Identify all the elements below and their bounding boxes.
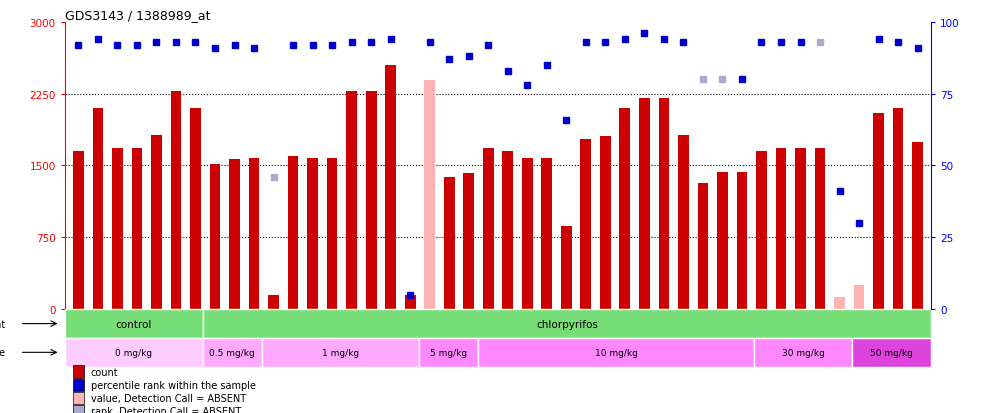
Bar [262, 338, 419, 367]
Bar [892, 109, 903, 309]
Bar [581, 139, 592, 309]
Bar [717, 173, 728, 309]
Bar [74, 366, 84, 378]
Bar [754, 338, 853, 367]
Bar [74, 405, 84, 413]
Text: GDS3143 / 1388989_at: GDS3143 / 1388989_at [65, 9, 210, 21]
Bar [93, 109, 104, 309]
Bar [561, 226, 572, 309]
Bar [151, 135, 161, 309]
Bar [366, 92, 376, 309]
Bar [65, 23, 931, 309]
Text: agent: agent [0, 319, 6, 329]
Bar [202, 309, 931, 338]
Text: rank, Detection Call = ABSENT: rank, Detection Call = ABSENT [91, 406, 241, 413]
Text: control: control [116, 319, 151, 329]
Bar [502, 152, 513, 309]
Bar [776, 149, 787, 309]
Bar [853, 338, 931, 367]
Bar [170, 92, 181, 309]
Text: 50 mg/kg: 50 mg/kg [871, 348, 913, 357]
Bar [73, 152, 84, 309]
Bar [209, 164, 220, 309]
Bar [678, 135, 689, 309]
Bar [542, 159, 552, 309]
Text: chlorpyrifos: chlorpyrifos [536, 319, 598, 329]
Bar [424, 81, 435, 309]
Bar [202, 338, 262, 367]
Bar [74, 379, 84, 391]
Bar [795, 149, 806, 309]
Text: 0.5 mg/kg: 0.5 mg/kg [209, 348, 255, 357]
Text: 10 mg/kg: 10 mg/kg [595, 348, 637, 357]
Bar [697, 183, 708, 309]
Bar [756, 152, 767, 309]
Bar [835, 297, 845, 309]
Bar [639, 99, 649, 309]
Text: value, Detection Call = ABSENT: value, Detection Call = ABSENT [91, 393, 246, 403]
Bar [268, 295, 279, 309]
Bar [229, 159, 240, 309]
Bar [444, 178, 454, 309]
Bar [478, 338, 754, 367]
Text: 0 mg/kg: 0 mg/kg [116, 348, 152, 357]
Bar [522, 159, 533, 309]
Bar [658, 99, 669, 309]
Bar [600, 136, 611, 309]
Bar [912, 142, 923, 309]
Bar [385, 66, 396, 309]
Bar [74, 392, 84, 404]
Text: 30 mg/kg: 30 mg/kg [782, 348, 825, 357]
Bar [307, 159, 318, 309]
Bar [190, 109, 201, 309]
Bar [288, 157, 299, 309]
Text: 5 mg/kg: 5 mg/kg [430, 348, 467, 357]
Text: percentile rank within the sample: percentile rank within the sample [91, 380, 256, 390]
Bar [65, 309, 202, 338]
Bar [483, 149, 494, 309]
Bar [404, 295, 415, 309]
Bar [347, 92, 357, 309]
Bar [113, 149, 123, 309]
Bar [327, 159, 338, 309]
Bar [65, 338, 202, 367]
Text: count: count [91, 367, 119, 377]
Bar [131, 149, 142, 309]
Bar [463, 174, 474, 309]
Bar [737, 173, 747, 309]
Bar [249, 159, 259, 309]
Bar [873, 114, 883, 309]
Bar [419, 338, 478, 367]
Text: dose: dose [0, 347, 6, 358]
Bar [854, 285, 865, 309]
Text: 1 mg/kg: 1 mg/kg [322, 348, 359, 357]
Bar [815, 149, 826, 309]
Bar [620, 109, 630, 309]
